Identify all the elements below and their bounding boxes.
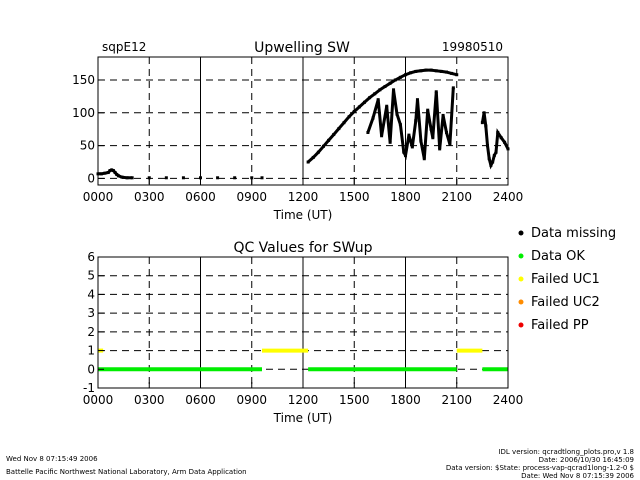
x-tick-label: 0300 <box>134 190 165 204</box>
x-tick-label: 1500 <box>339 190 370 204</box>
data-point <box>233 176 237 180</box>
data-curve <box>480 112 510 170</box>
x-tick-label: 0600 <box>185 393 216 407</box>
qc-values-chart: QC Values for SWup 0000 0300 0600 0900 1200 1… <box>83 240 524 425</box>
x-tick-label: 2100 <box>441 393 472 407</box>
footer-org: Battelle Pacific Northwest National Labo… <box>6 468 247 476</box>
y-tick-label: 4 <box>87 287 95 301</box>
y-tick-label: 5 <box>87 269 95 283</box>
x-tick-label: 0600 <box>185 190 216 204</box>
x-tick-label: 2400 <box>493 393 524 407</box>
legend-marker <box>518 276 524 282</box>
data-point <box>451 86 455 90</box>
legend-marker <box>518 230 524 236</box>
site-label: sqpE12 <box>102 40 146 54</box>
footer-meta: IDL version: qcradtlong_plots.pro,v 1.8 … <box>446 448 634 480</box>
axes: 0000 0300 0600 0900 1200 1500 1800 2100 2400 0 50 1… <box>72 73 523 204</box>
x-axis-label: Time (UT) <box>273 411 333 425</box>
x-tick-label: 0000 <box>83 190 114 204</box>
upwelling-sw-chart: Upwelling SW sqpE12 19980510 0000 0300 060… <box>72 40 523 222</box>
legend-label: Failed PP <box>531 318 589 333</box>
y-tick-label: 150 <box>72 73 95 87</box>
chart-title: Upwelling SW <box>254 40 350 56</box>
x-tick-label: 0900 <box>236 393 267 407</box>
footer-meta-line: Data version: $State: process-vap-qcrad1… <box>445 464 634 472</box>
data-point <box>199 176 202 180</box>
data-curve <box>307 68 458 164</box>
footer-meta-line: IDL version: qcradtlong_plots.pro,v 1.8 <box>498 448 634 456</box>
grid <box>98 57 508 185</box>
footer-timestamp: Wed Nov 8 07:15:49 2006 <box>6 455 98 463</box>
y-tick-label: 6 <box>87 250 95 264</box>
x-tick-label: 1500 <box>339 393 370 407</box>
date-label: 19980510 <box>442 40 503 54</box>
x-tick-label: 0300 <box>134 393 165 407</box>
data-point <box>164 176 168 180</box>
x-tick-label: 0900 <box>236 190 267 204</box>
data-point <box>147 176 151 180</box>
axes: 0000 0300 0600 0900 1200 1500 1800 2100 2400 -1 0 1… <box>83 250 524 407</box>
data-point <box>260 176 264 180</box>
data-curve <box>98 168 133 180</box>
legend-label: Data missing <box>531 226 616 241</box>
x-tick-label: 1200 <box>288 190 319 204</box>
data-curve <box>366 87 455 161</box>
y-tick-label: 2 <box>87 325 95 339</box>
legend: Data missing Data OK Failed UC1 Failed UC2 F… <box>518 226 616 333</box>
x-tick-label: 1800 <box>390 190 421 204</box>
data-point <box>216 176 220 180</box>
y-tick-label: 1 <box>87 344 95 358</box>
x-axis-label: Time (UT) <box>273 208 333 222</box>
data-point <box>250 176 254 180</box>
data-points <box>96 68 510 180</box>
x-tick-label: 1200 <box>288 393 319 407</box>
data-point <box>181 176 185 180</box>
y-tick-label: 0 <box>87 362 95 376</box>
y-tick-label: -1 <box>83 381 95 395</box>
y-tick-label: 3 <box>87 306 95 320</box>
x-tick-label: 1800 <box>390 393 421 407</box>
chart-title: QC Values for SWup <box>233 240 372 256</box>
legend-marker <box>518 322 524 328</box>
legend-marker <box>518 299 524 305</box>
x-tick-label: 0000 <box>83 393 114 407</box>
x-tick-label: 2400 <box>493 190 524 204</box>
x-tick-label: 2100 <box>441 190 472 204</box>
legend-label: Failed UC1 <box>531 272 600 287</box>
footer-meta-line: Date: 2006/10/30 16:45:09 <box>538 456 634 464</box>
legend-label: Data OK <box>531 249 585 264</box>
y-tick-label: 100 <box>72 106 95 120</box>
legend-marker <box>518 253 524 259</box>
data-point <box>480 121 484 125</box>
legend-label: Failed UC2 <box>531 295 600 310</box>
footer-meta-line: Date: Wed Nov 8 07:15:39 2006 <box>521 472 634 480</box>
y-tick-label: 50 <box>80 139 95 153</box>
y-tick-label: 0 <box>87 171 95 185</box>
